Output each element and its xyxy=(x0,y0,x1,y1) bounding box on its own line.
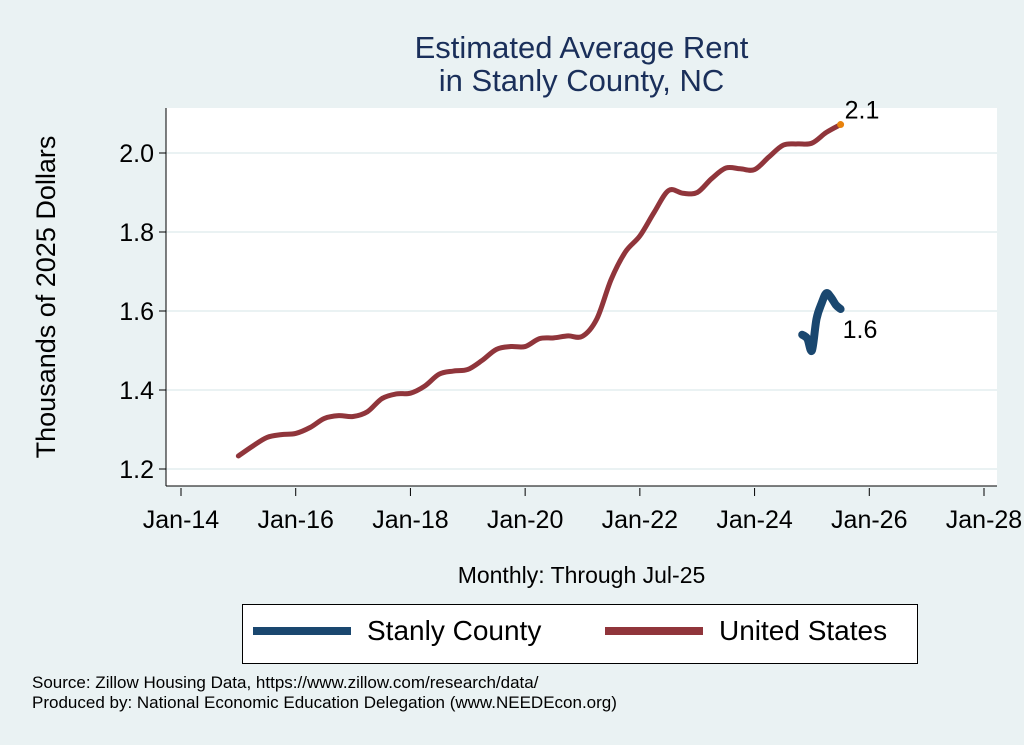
legend: Stanly County United States xyxy=(242,604,918,664)
producer-note: Produced by: National Economic Education… xyxy=(32,693,617,712)
series-group: 2.1 1.6 xyxy=(235,97,880,459)
series-line-stanly-county xyxy=(798,289,845,356)
y-tick-label: 1.2 xyxy=(119,456,154,484)
legend-label-united-states: United States xyxy=(719,615,888,646)
y-tick-label: 1.4 xyxy=(119,377,154,405)
axes: 1.2 1.4 1.6 1.8 2.0 Jan-14 Jan-16 Jan-18 Jan-20 J… xyxy=(119,108,1022,534)
y-axis-title: Thousands of 2025 Dollars xyxy=(31,136,61,459)
y-tick-label: 1.8 xyxy=(119,219,154,247)
x-tick-label: Jan-22 xyxy=(602,506,678,534)
chart-title-line-2: in Stanly County, NC xyxy=(438,63,725,98)
x-axis-title: Monthly: Through Jul-25 xyxy=(457,562,706,588)
legend-label-stanly-county: Stanly County xyxy=(367,615,542,646)
x-tick-label: Jan-28 xyxy=(946,506,1022,534)
source-note: Source: Zillow Housing Data, https://www… xyxy=(32,673,539,692)
end-marker-united-states xyxy=(837,121,845,129)
x-tick-label: Jan-16 xyxy=(257,506,333,534)
x-tick-label: Jan-14 xyxy=(143,506,220,534)
y-tick-label: 1.6 xyxy=(119,298,154,326)
legend-swatch-stanly-county xyxy=(253,627,351,635)
legend-item-united-states: United States xyxy=(605,615,887,647)
gridlines xyxy=(166,152,997,470)
y-tick-label: 2.0 xyxy=(119,140,154,168)
x-tick-label: Jan-26 xyxy=(831,506,907,534)
legend-swatch-united-states xyxy=(605,627,703,635)
series-line-united-states xyxy=(235,122,844,459)
chart-title-line-1: Estimated Average Rent xyxy=(414,30,749,65)
end-label-stanly-county: 1.6 xyxy=(843,316,878,344)
x-tick-label: Jan-24 xyxy=(716,506,793,534)
end-label-united-states: 2.1 xyxy=(845,97,880,125)
x-tick-label: Jan-18 xyxy=(372,506,448,534)
legend-item-stanly-county: Stanly County xyxy=(253,615,541,647)
x-tick-label: Jan-20 xyxy=(487,506,563,534)
plot-area xyxy=(166,108,997,486)
